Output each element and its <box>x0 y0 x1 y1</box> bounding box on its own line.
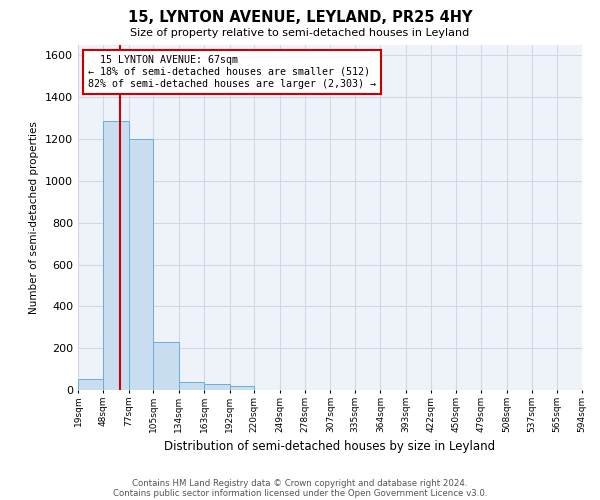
Bar <box>103 122 129 390</box>
Text: Contains HM Land Registry data © Crown copyright and database right 2024.: Contains HM Land Registry data © Crown c… <box>132 478 468 488</box>
Bar <box>154 342 179 390</box>
Y-axis label: Number of semi-detached properties: Number of semi-detached properties <box>29 121 40 314</box>
Text: 15, LYNTON AVENUE, LEYLAND, PR25 4HY: 15, LYNTON AVENUE, LEYLAND, PR25 4HY <box>128 10 472 25</box>
Bar <box>230 386 254 390</box>
Text: 15 LYNTON AVENUE: 67sqm
← 18% of semi-detached houses are smaller (512)
82% of s: 15 LYNTON AVENUE: 67sqm ← 18% of semi-de… <box>88 56 376 88</box>
Bar <box>78 378 103 390</box>
X-axis label: Distribution of semi-detached houses by size in Leyland: Distribution of semi-detached houses by … <box>164 440 496 454</box>
Text: Size of property relative to semi-detached houses in Leyland: Size of property relative to semi-detach… <box>130 28 470 38</box>
Bar <box>204 384 230 390</box>
Bar <box>129 139 154 390</box>
Bar <box>179 382 204 390</box>
Text: Contains public sector information licensed under the Open Government Licence v3: Contains public sector information licen… <box>113 488 487 498</box>
